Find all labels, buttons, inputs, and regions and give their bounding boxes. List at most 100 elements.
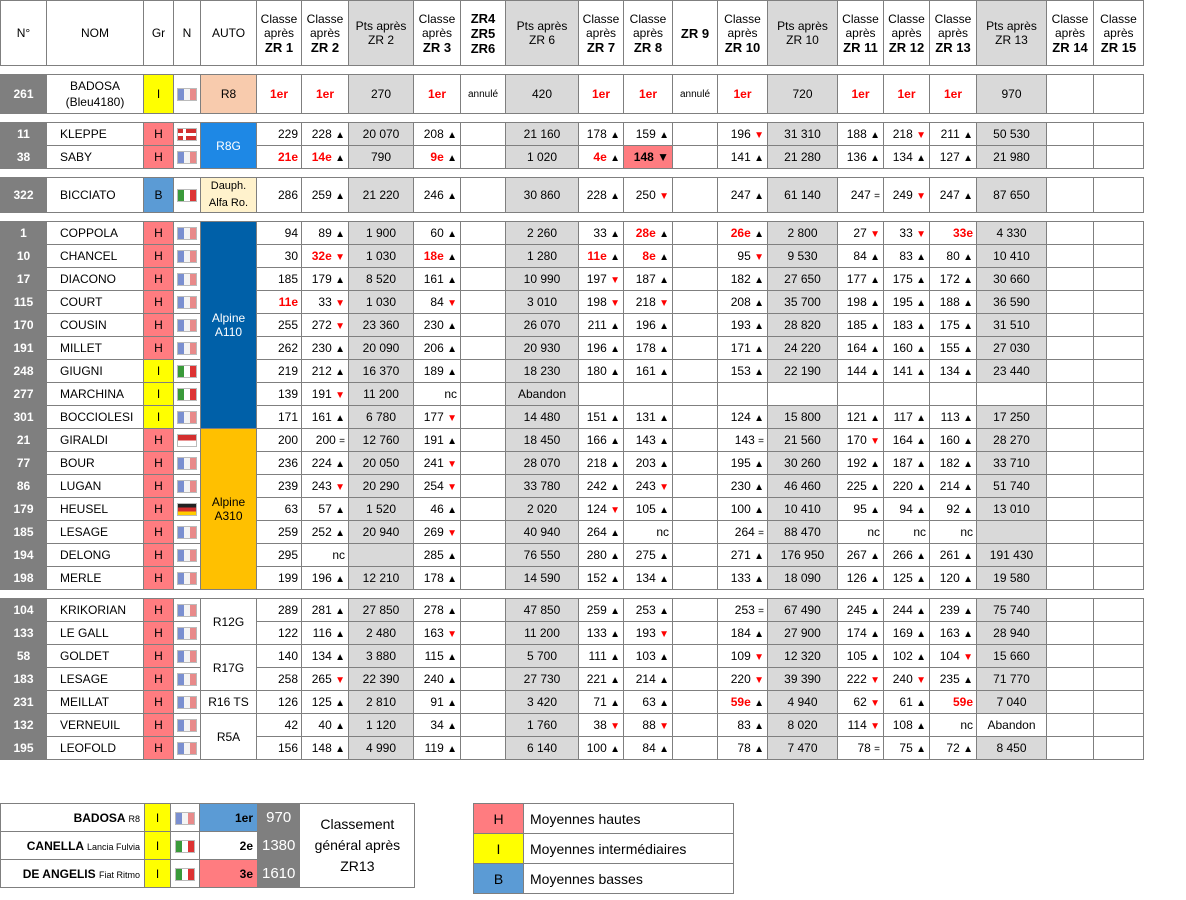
rank-zr11: 95 ▲ [837,497,884,521]
rank-zr13: 175 ▲ [929,313,977,337]
points-zr6: 3 010 [505,290,579,314]
driver-name: DELONG [46,543,144,567]
separator-row [0,168,1144,178]
group-badge: I [144,859,171,888]
flag-icon [170,803,200,832]
flag-icon [173,736,201,760]
header-pts13: Pts après ZR 13 [976,0,1047,66]
stage-status [460,644,506,668]
flag-icon [173,313,201,337]
group-badge: I [143,382,174,406]
stage-status [672,290,718,314]
points-zr2: 20 050 [348,451,414,475]
driver-name: GOLDET [46,644,144,668]
car-model: Alpine A110 [200,221,257,429]
points-zr13: 36 590 [976,290,1047,314]
header-zr15: Classe après ZR 15 [1093,0,1144,66]
table-row: 185 LESAGE H 259 252 ▲ 20 940 269 ▼ 40 940 264 … [0,520,1144,544]
driver-name: COUSIN [46,313,144,337]
podium-rank: 1er [199,803,258,832]
points-zr13: 33 710 [976,451,1047,475]
points-zr13: 31 510 [976,313,1047,337]
rank-zr12: 218 ▼ [883,122,930,146]
rank-zr7: 166 ▲ [578,428,624,452]
points-zr2: 20 940 [348,520,414,544]
rank-zr13: 127 ▲ [929,145,977,169]
points-zr13: 4 330 [976,221,1047,245]
points-zr6: 21 160 [505,122,579,146]
rank-zr10: 208 ▲ [717,290,768,314]
rank-zr13: 59e [929,690,977,714]
points-zr10: 39 390 [767,667,838,691]
points-zr2: 1 030 [348,244,414,268]
rank-zr10: 184 ▲ [717,621,768,645]
rank-zr13: 113 ▲ [929,405,977,429]
points-zr10: 176 950 [767,543,838,567]
stage-status [672,336,718,360]
driver-name: LE GALL [46,621,144,645]
rank-zr3: 91 ▲ [413,690,461,714]
group-badge: H [143,497,174,521]
points-zr13: 71 770 [976,667,1047,691]
rank-zr11: 114 ▼ [837,713,884,737]
rank-zr10: 83 ▲ [717,713,768,737]
header-pts6: Pts après ZR 6 [505,0,579,66]
header-zr12: Classe après ZR 12 [883,0,930,66]
driver-name: KLEPPE [46,122,144,146]
rank-zr3: 230 ▲ [413,313,461,337]
stage-status [672,713,718,737]
rank-zr13: nc [929,520,977,544]
points-zr6: 11 200 [505,621,579,645]
rank-zr3: 285 ▲ [413,543,461,567]
stage-status [672,244,718,268]
rank-zr8: 8e ▲ [623,244,673,268]
rank-zr15 [1093,359,1144,383]
rank-zr1: 30 [256,244,302,268]
driver-name: MEILLAT [46,690,144,714]
points-zr13 [976,520,1047,544]
rank-zr14 [1046,690,1094,714]
rank-zr7: 38 ▼ [578,713,624,737]
car-number: 115 [0,290,47,314]
rank-zr10: 271 ▲ [717,543,768,567]
table-row: 179 HEUSEL H 63 57 ▲ 1 520 46 ▲ 2 020 124 ▼ 105 … [0,497,1144,521]
flag-icon [173,382,201,406]
points-zr2: 2 810 [348,690,414,714]
rank-zr2: 33 ▼ [301,290,349,314]
points-zr13: 27 030 [976,336,1047,360]
driver-name: MILLET [46,336,144,360]
rank-zr10: 133 ▲ [717,566,768,590]
rank-zr11: 126 ▲ [837,566,884,590]
stage-status [460,405,506,429]
points-zr13: 51 740 [976,474,1047,498]
rank-zr14 [1046,244,1094,268]
group-badge: H [143,667,174,691]
car-number: 179 [0,497,47,521]
rank-zr2: 196 ▲ [301,566,349,590]
driver-name: HEUSEL [46,497,144,521]
points-zr13: 21 980 [976,145,1047,169]
stage-status [460,474,506,498]
table-row: 10 CHANCEL H 30 32e ▼ 1 030 18e ▲ 1 280 11e ▲ 8e… [0,244,1144,268]
group-badge: I [144,803,171,832]
flag-icon [173,598,201,622]
group-badge: H [143,145,174,169]
rank-zr1: 259 [256,520,302,544]
rank-zr13: 120 ▲ [929,566,977,590]
rank-zr2: 179 ▲ [301,267,349,291]
rank-zr3: 46 ▲ [413,497,461,521]
driver-name: LUGAN [46,474,144,498]
points-zr13: 28 940 [976,621,1047,645]
table-row: 132 VERNEUIL H R5A 42 40 ▲ 1 120 34 ▲ 1 760 38 ▼… [0,713,1144,760]
stage-status [460,359,506,383]
points-zr6: 5 700 [505,644,579,668]
rank-zr14 [1046,74,1094,114]
points-zr2: 11 200 [348,382,414,406]
rank-zr12: 249 ▼ [883,177,930,213]
rank-zr1: 42 [256,713,302,737]
stage-status [672,405,718,429]
rank-zr2: 272 ▼ [301,313,349,337]
rank-zr11: 222 ▼ [837,667,884,691]
rank-zr2: 252 ▲ [301,520,349,544]
rank-zr13: 33e [929,221,977,245]
